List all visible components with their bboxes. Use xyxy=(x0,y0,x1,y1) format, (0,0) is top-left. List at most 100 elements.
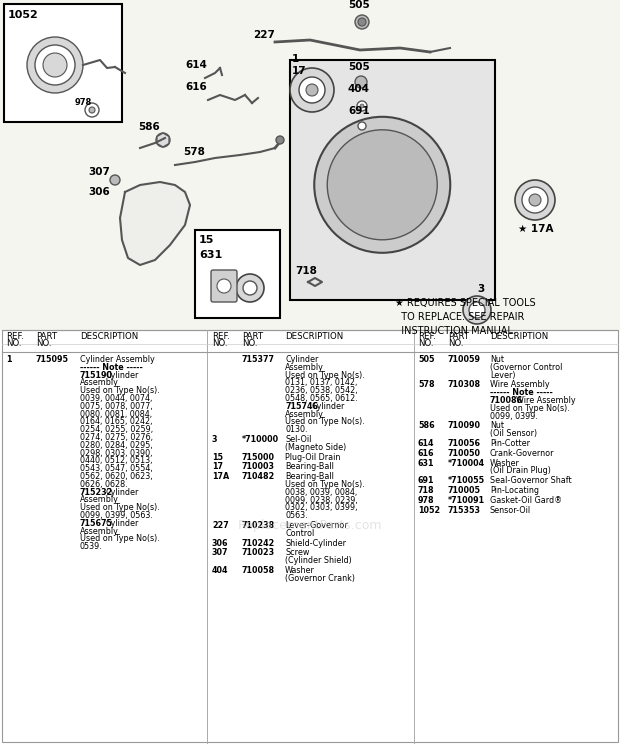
Text: 0080, 0081, 0084,: 0080, 0081, 0084, xyxy=(80,410,152,419)
Text: 710482: 710482 xyxy=(242,472,275,481)
Circle shape xyxy=(306,84,318,96)
Text: 17: 17 xyxy=(212,463,223,472)
Text: Assembly: Assembly xyxy=(80,379,119,388)
Text: 710086: 710086 xyxy=(490,396,523,405)
Text: Bearing-Ball: Bearing-Ball xyxy=(285,472,334,481)
Text: 505: 505 xyxy=(348,62,370,72)
Circle shape xyxy=(110,175,120,185)
Text: Assembly: Assembly xyxy=(80,527,119,536)
Text: Bearing-Ball: Bearing-Ball xyxy=(285,463,334,472)
Text: Cylinder Assembly: Cylinder Assembly xyxy=(80,355,155,364)
Text: PART: PART xyxy=(448,332,469,341)
Text: 0539.: 0539. xyxy=(80,542,103,551)
Text: DESCRIPTION: DESCRIPTION xyxy=(285,332,343,341)
Circle shape xyxy=(290,68,334,112)
Text: Cylinder: Cylinder xyxy=(106,487,140,496)
Text: 578: 578 xyxy=(418,380,435,389)
Text: 631: 631 xyxy=(199,250,222,260)
Text: 0274, 0275, 0276,: 0274, 0275, 0276, xyxy=(80,433,153,442)
Circle shape xyxy=(27,37,83,93)
Text: 691: 691 xyxy=(418,476,435,485)
Text: 0131, 0137, 0142,: 0131, 0137, 0142, xyxy=(285,379,357,388)
Text: 718: 718 xyxy=(418,486,435,495)
Text: ★ 17A: ★ 17A xyxy=(518,224,554,234)
Text: 0562, 0620, 0623,: 0562, 0620, 0623, xyxy=(80,472,153,481)
Circle shape xyxy=(43,53,67,77)
Polygon shape xyxy=(120,182,190,265)
Text: 0099, 0399, 0563.: 0099, 0399, 0563. xyxy=(80,511,153,520)
Circle shape xyxy=(314,117,450,253)
Text: 616: 616 xyxy=(418,449,435,458)
Text: 1: 1 xyxy=(6,355,12,364)
Text: Lever): Lever) xyxy=(490,371,515,379)
Text: 710242: 710242 xyxy=(242,539,275,548)
Text: 0626, 0628.: 0626, 0628. xyxy=(80,480,128,489)
Text: Washer: Washer xyxy=(490,458,520,467)
Text: 0039, 0044, 0074,: 0039, 0044, 0074, xyxy=(80,394,153,403)
Text: 15: 15 xyxy=(212,452,223,461)
Text: Seal-Governor Shaft: Seal-Governor Shaft xyxy=(490,476,572,485)
Circle shape xyxy=(469,302,485,318)
Text: 715190: 715190 xyxy=(80,371,113,379)
Circle shape xyxy=(522,187,548,213)
Text: *710091: *710091 xyxy=(448,496,485,504)
Text: 307: 307 xyxy=(88,167,110,177)
Circle shape xyxy=(358,18,366,26)
Text: 0563.: 0563. xyxy=(285,511,308,520)
Text: NO.: NO. xyxy=(6,339,22,348)
Text: Used on Type No(s).: Used on Type No(s). xyxy=(80,534,160,543)
Text: Screw: Screw xyxy=(285,548,309,557)
Text: 978: 978 xyxy=(75,98,92,107)
Circle shape xyxy=(236,274,264,302)
Text: 307: 307 xyxy=(212,548,229,557)
Text: (Cylinder Shield): (Cylinder Shield) xyxy=(285,557,352,565)
Text: 0130.: 0130. xyxy=(285,426,308,434)
Text: 978: 978 xyxy=(418,496,435,504)
Text: 0099, 0399.: 0099, 0399. xyxy=(490,411,538,420)
Text: 616: 616 xyxy=(185,82,206,92)
Text: 715000: 715000 xyxy=(242,452,275,461)
Text: Washer: Washer xyxy=(285,566,315,575)
Text: Nut: Nut xyxy=(490,421,504,430)
Circle shape xyxy=(35,45,75,85)
Text: 715675: 715675 xyxy=(80,519,113,527)
Text: REF.: REF. xyxy=(418,332,436,341)
Text: 710050: 710050 xyxy=(448,449,481,458)
Circle shape xyxy=(529,194,541,206)
Text: 631: 631 xyxy=(418,458,435,467)
Text: PART: PART xyxy=(242,332,263,341)
Text: Assembly: Assembly xyxy=(285,410,324,419)
Circle shape xyxy=(243,281,257,295)
Text: NO.: NO. xyxy=(36,339,51,348)
Text: 505: 505 xyxy=(418,355,435,364)
Text: 0440, 0512, 0513,: 0440, 0512, 0513, xyxy=(80,456,153,466)
Text: 17A: 17A xyxy=(212,472,229,481)
Text: 227: 227 xyxy=(212,521,229,530)
Text: 586: 586 xyxy=(138,122,160,132)
Text: 0543, 0547, 0554,: 0543, 0547, 0554, xyxy=(80,464,153,473)
Text: 0164, 0165, 0242,: 0164, 0165, 0242, xyxy=(80,417,153,426)
Text: Assembly: Assembly xyxy=(80,496,119,504)
Circle shape xyxy=(217,279,231,293)
Text: (Governor Control: (Governor Control xyxy=(490,363,562,372)
Text: 715095: 715095 xyxy=(36,355,69,364)
Text: DESCRIPTION: DESCRIPTION xyxy=(490,332,548,341)
Text: Used on Type No(s).: Used on Type No(s). xyxy=(285,371,365,379)
Text: ------ Note -----: ------ Note ----- xyxy=(490,388,553,397)
Text: Used on Type No(s).: Used on Type No(s). xyxy=(80,386,160,395)
Text: *710004: *710004 xyxy=(448,458,485,467)
Text: REF.: REF. xyxy=(6,332,24,341)
Bar xyxy=(290,60,495,300)
Text: (Oil Sensor): (Oil Sensor) xyxy=(490,429,537,438)
Bar xyxy=(0,0,620,330)
Text: 0075, 0078, 0077,: 0075, 0078, 0077, xyxy=(80,402,153,411)
Text: 0302, 0303, 0399,: 0302, 0303, 0399, xyxy=(285,504,358,513)
Text: 15: 15 xyxy=(199,235,215,245)
Text: 586: 586 xyxy=(418,421,435,430)
Text: 715353: 715353 xyxy=(448,506,481,515)
Bar xyxy=(2,330,618,742)
Text: Used on Type No(s).: Used on Type No(s). xyxy=(285,417,365,426)
Circle shape xyxy=(89,107,95,113)
Text: Cylinder: Cylinder xyxy=(285,355,319,364)
Text: 0254, 0255, 0259,: 0254, 0255, 0259, xyxy=(80,426,153,434)
